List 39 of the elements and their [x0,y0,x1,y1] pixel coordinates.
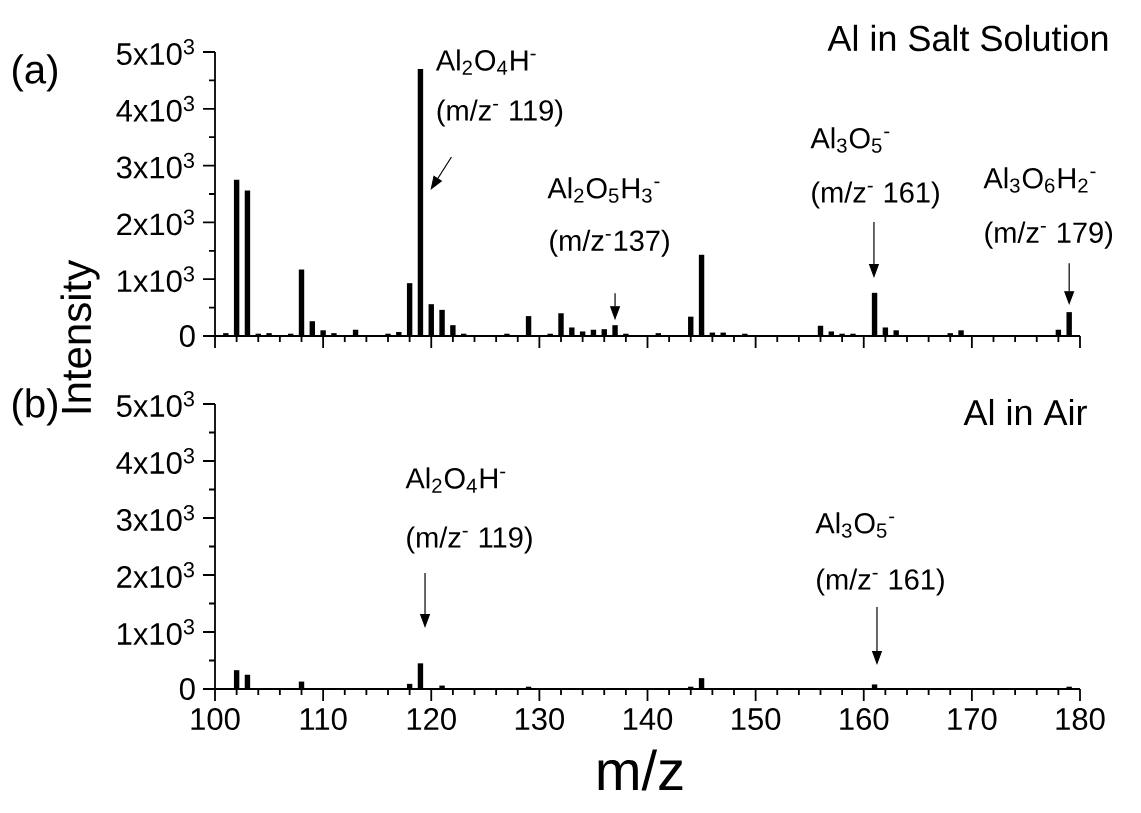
x-axis-title: m/z [598,749,683,791]
x-tick-label: 100 [191,708,240,731]
annotation: Al$_{2}$O$_{4}$H$^{-}$ [405,467,506,493]
x-tick-label: 130 [515,708,565,731]
annotation: (m/z$^{-}$ 119) [437,99,563,127]
chart-title: Al in Salt Solution [827,24,1108,52]
y-tick-label: 3x10$^{3}$ [116,152,194,179]
annotation: Al$_{3}$O$_{5}$- [815,512,895,538]
y-tick-label: 2x10$^{3}$ [117,562,194,588]
annotation: (m/z$^{-}$ 179) [985,221,1113,249]
x-tick-label: 150 [732,708,781,731]
annotation: Al$_{3}$O$_{6}$H$_{2}$- [983,167,1096,193]
y-tick-label: 0 [179,325,195,347]
y-axis-title: Intensity [60,259,100,413]
annotation: Al$_{2}$O$_{5}$H$_{3}$- [547,177,660,203]
y-tick-label: 2x10$^{3}$ [117,209,194,236]
annotation: (m/z$^{-}$ 119) [407,526,532,554]
y-tick-label: 5x10$^{3}$ [116,39,194,65]
y-tick-label: 5x10$^{3}$ [116,391,194,417]
annotation: Al$_{3}$O$_{5}$- [810,127,890,153]
x-tick-label: 110 [300,708,347,731]
x-tick-label: 140 [623,708,673,731]
annotation: Al$_{2}$O$_{4}$H$^{-}$ [435,49,536,75]
y-tick-label: 1x10$^{3}$ [118,266,194,293]
y-tick-label: 4x10$^{3}$ [116,448,194,474]
y-tick-label: 3x10$^{3}$ [116,505,194,531]
text: (a) [13,54,57,92]
y-tick-label: 4x10$^{3}$ [116,95,194,122]
y-tick-label: 1x10$^{3}$ [118,619,194,645]
x-tick-label: 180 [1056,708,1105,731]
annotation: (m/z$^{-}$ 161) [812,181,939,209]
y-tick-label: 0 [179,678,195,700]
annotation: (m/z$^{-}$137) [550,229,669,257]
x-tick-label: 170 [948,708,997,731]
chart-title: Al in Air [963,398,1087,426]
x-tick-label: 120 [407,708,456,731]
x-tick-label: 160 [840,708,889,731]
text: (b) [13,388,57,426]
annotation: (m/z$^{-}$ 161) [817,568,944,596]
